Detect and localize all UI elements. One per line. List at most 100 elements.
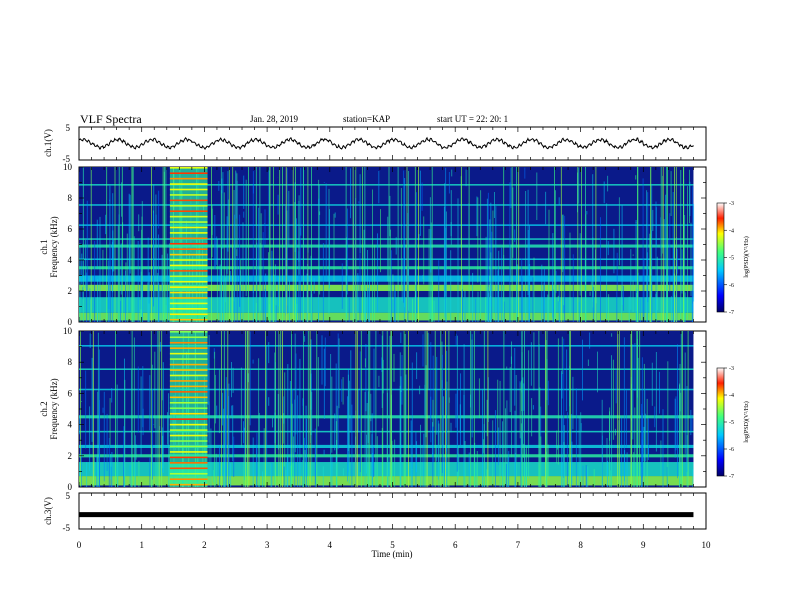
colorbar-tick-label: -3 (729, 201, 734, 207)
burst-stripe (170, 243, 208, 245)
noise-streak (644, 427, 645, 487)
noise-streak (324, 349, 325, 419)
noise-streak (449, 172, 450, 194)
noise-streak (167, 254, 168, 322)
noise-streak (296, 218, 297, 322)
noise-streak (673, 192, 674, 322)
noise-streak (299, 359, 300, 487)
noise-streak (347, 396, 348, 481)
burst-stripe (170, 205, 208, 207)
noise-streak (334, 414, 335, 451)
ch3-waveform-ylabel: ch.3(V) (43, 497, 53, 525)
noise-streak (318, 357, 319, 426)
burst-stripe (170, 468, 208, 470)
ch1-colorbar: -3 -4 -5 -6 -7 log(PSD)(V²/Hz) (717, 201, 750, 316)
noise-streak (664, 219, 665, 322)
noise-streak (659, 372, 660, 414)
noise-streak (336, 440, 337, 487)
noise-streak (372, 190, 373, 323)
noise-streak (135, 435, 136, 487)
noise-streak (502, 421, 503, 487)
noise-streak (268, 342, 269, 363)
noise-streak (665, 195, 666, 269)
noise-streak (300, 168, 301, 236)
noise-streak (567, 412, 568, 487)
noise-streak (348, 369, 349, 472)
vlf-figure: VLF Spectra Jan. 28, 2019 station=KAP st… (0, 0, 792, 612)
noise-streak (296, 354, 297, 435)
burst-stripe (170, 331, 208, 333)
noise-streak (643, 178, 644, 322)
noise-streak (506, 464, 507, 487)
burst-stripe (170, 319, 208, 321)
noise-streak (153, 424, 154, 425)
burst-stripe (170, 435, 208, 437)
noise-streak (335, 213, 336, 218)
noise-streak (264, 428, 265, 487)
noise-streak (515, 411, 516, 487)
burst-stripe (170, 364, 208, 366)
noise-streak (338, 334, 339, 450)
noise-streak (677, 344, 678, 478)
noise-streak (108, 260, 109, 322)
noise-streak (594, 469, 595, 487)
noise-streak (562, 337, 563, 374)
noise-streak (152, 365, 153, 369)
noise-streak (475, 299, 476, 322)
burst-stripe (170, 391, 208, 393)
ch2-colorbar: -3-4-5-6-7 log(PSD)(V²/Hz) (717, 366, 750, 480)
noise-streak (465, 291, 466, 322)
noise-streak (514, 348, 515, 406)
ch1-colorbar-scale (717, 203, 724, 312)
noise-streak (299, 280, 300, 290)
noise-streak (457, 389, 458, 471)
noise-streak (289, 280, 290, 322)
noise-streak (360, 253, 361, 322)
noise-streak (142, 281, 143, 322)
noise-streak (149, 458, 150, 487)
noise-streak (168, 393, 169, 487)
noise-streak (667, 361, 668, 485)
noise-streak (343, 377, 344, 404)
noise-streak (297, 395, 298, 487)
time-tick-label: 8 (578, 540, 583, 550)
noise-streak (430, 229, 431, 272)
noise-streak (258, 358, 259, 487)
noise-streak (436, 445, 437, 462)
noise-streak (420, 171, 421, 236)
noise-streak (265, 209, 266, 245)
noise-streak (621, 289, 622, 322)
noise-streak (378, 171, 379, 203)
noise-streak (110, 245, 111, 321)
burst-stripe (170, 281, 208, 283)
noise-streak (634, 343, 635, 391)
noise-streak (580, 412, 581, 487)
noise-streak (142, 366, 143, 427)
noise-streak (607, 176, 608, 192)
noise-streak (336, 456, 337, 463)
noise-streak (552, 233, 553, 322)
noise-streak (268, 252, 269, 318)
noise-streak (225, 277, 226, 302)
time-tick-label: 0 (77, 540, 82, 550)
noise-streak (422, 445, 423, 487)
noise-streak (372, 413, 373, 487)
noise-streak (479, 378, 480, 418)
ch1-spectrogram-panel: 0246810 ch.1 Frequency (kHz) (39, 162, 706, 327)
noise-streak (644, 259, 645, 322)
noise-streak (630, 249, 631, 310)
noise-streak (314, 278, 315, 294)
noise-streak (112, 230, 113, 271)
noise-streak (548, 445, 549, 478)
noise-streak (256, 445, 257, 487)
noise-streak (626, 390, 627, 447)
colorbar-tick-label: -5 (729, 256, 734, 262)
noise-streak (570, 233, 571, 316)
noise-streak (162, 283, 163, 293)
burst-stripe (170, 473, 208, 475)
noise-streak (351, 405, 352, 487)
time-tick-label: 1 (139, 540, 144, 550)
noise-streak (458, 198, 459, 322)
noise-streak (250, 332, 251, 426)
noise-streak (121, 244, 122, 295)
